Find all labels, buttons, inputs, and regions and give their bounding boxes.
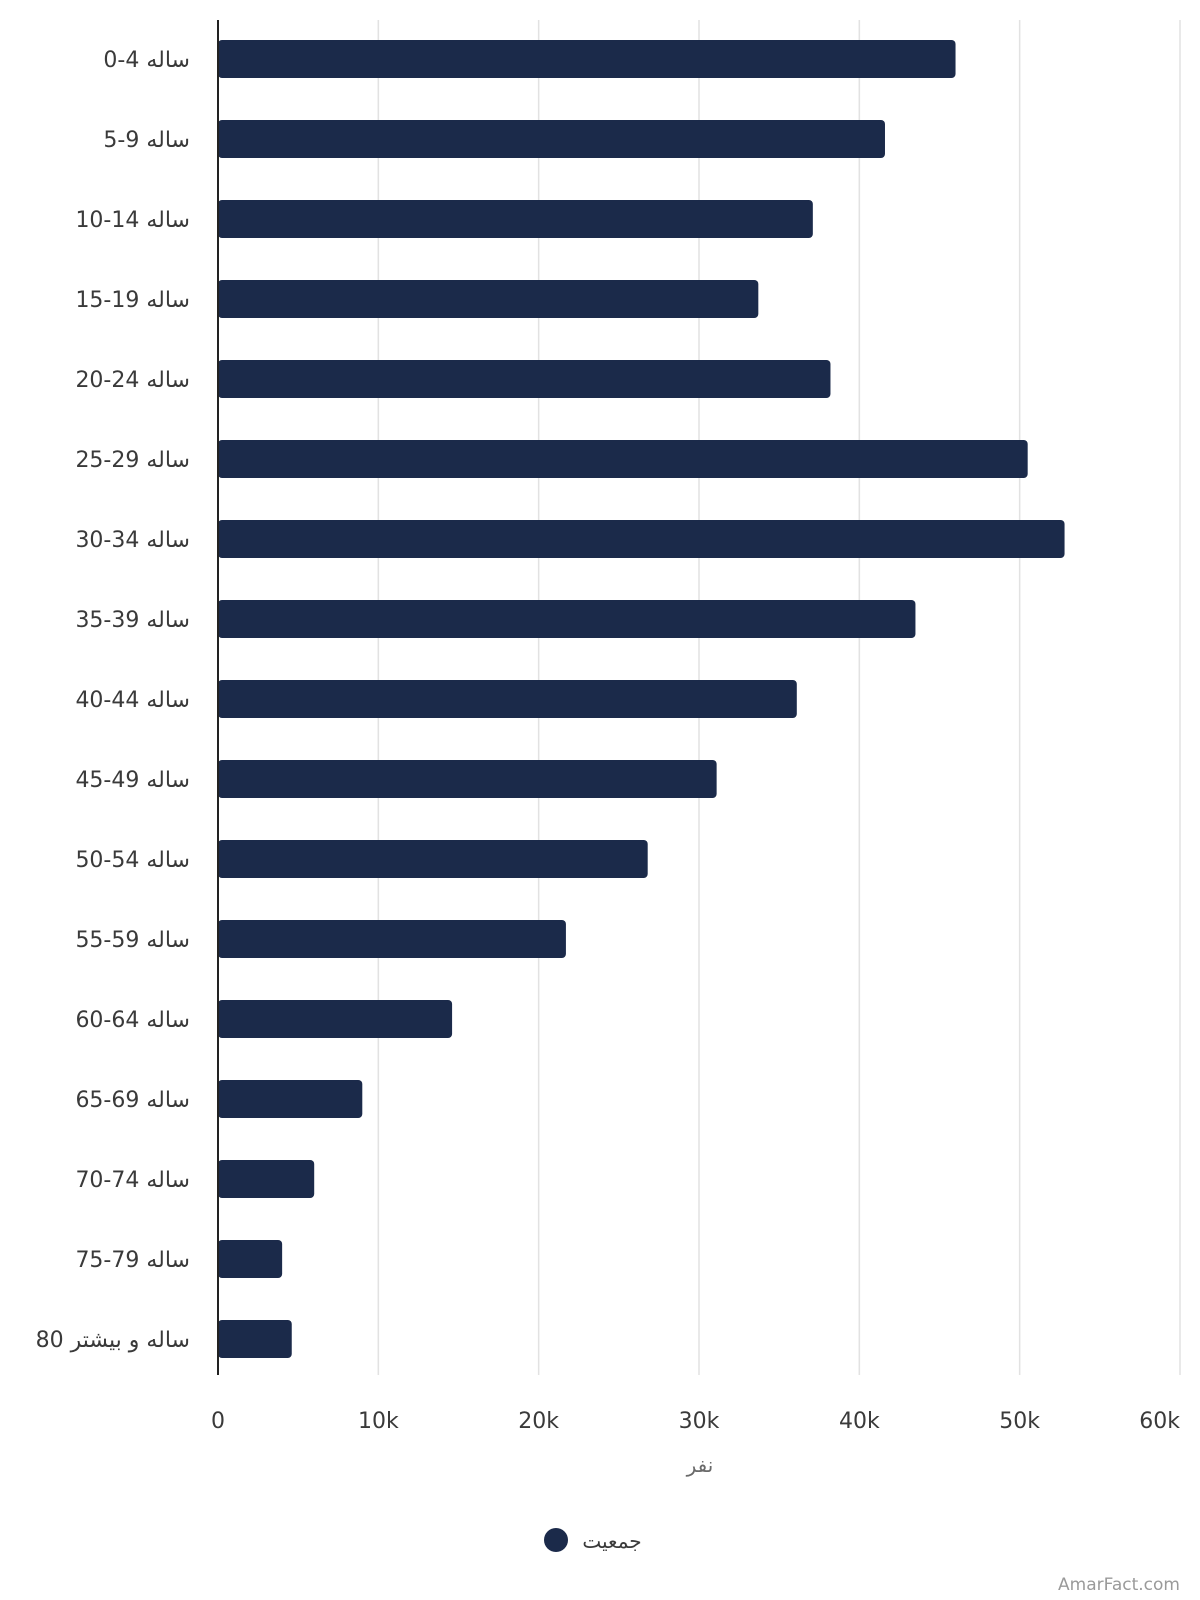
category-label: 65-69 ساله <box>75 1088 190 1113</box>
category-label: 30-34 ساله <box>75 528 190 553</box>
x-axis-title: نفر <box>686 1453 714 1477</box>
category-label: 20-24 ساله <box>75 368 190 393</box>
x-tick-label: 20k <box>518 1409 559 1434</box>
bar[interactable] <box>218 1160 315 1198</box>
bar[interactable] <box>218 440 1028 478</box>
legend-label: جمعیت <box>582 1529 641 1553</box>
bar[interactable] <box>218 520 1065 558</box>
legend-marker <box>544 1528 568 1552</box>
bar[interactable] <box>218 360 831 398</box>
bar[interactable] <box>218 1240 283 1278</box>
category-label: 75-79 ساله <box>75 1248 190 1273</box>
category-label: 50-54 ساله <box>75 848 190 873</box>
category-label: 45-49 ساله <box>75 768 190 793</box>
bar[interactable] <box>218 1000 453 1038</box>
category-label: 15-19 ساله <box>75 288 190 313</box>
bar[interactable] <box>218 120 885 158</box>
bar[interactable] <box>218 280 759 318</box>
category-label: 25-29 ساله <box>75 448 190 473</box>
category-label: 55-59 ساله <box>75 928 190 953</box>
category-label: 40-44 ساله <box>75 688 190 713</box>
bar[interactable] <box>218 1320 292 1358</box>
category-labels: 0-4 ساله 5-9 ساله 10-14 ساله 15-19 ساله 20-2… <box>36 48 190 1353</box>
category-label: 10-14 ساله <box>75 208 190 233</box>
x-tick-label: 30k <box>679 1409 720 1434</box>
x-tick-label: 40k <box>839 1409 880 1434</box>
bar[interactable] <box>218 200 813 238</box>
bar[interactable] <box>218 920 566 958</box>
bar[interactable] <box>218 1080 363 1118</box>
x-tick-labels: 0 10k 20k 30k 40k 50k 60k <box>211 1409 1180 1434</box>
category-label: 0-4 ساله <box>103 48 190 73</box>
bar[interactable] <box>218 600 916 638</box>
watermark: AmarFact.com <box>1058 1575 1180 1595</box>
bar[interactable] <box>218 40 956 78</box>
x-tick-label: 0 <box>211 1409 225 1434</box>
bar[interactable] <box>218 680 797 718</box>
category-label: 5-9 ساله <box>103 128 190 153</box>
x-tick-label: 10k <box>358 1409 399 1434</box>
category-label: 70-74 ساله <box>75 1168 190 1193</box>
bars <box>218 40 1065 1358</box>
category-label: 80 ساله و بیشتر <box>36 1328 190 1353</box>
bar[interactable] <box>218 840 648 878</box>
legend[interactable]: جمعیت <box>544 1528 642 1553</box>
category-label: 35-39 ساله <box>75 608 190 633</box>
x-tick-label: 60k <box>1139 1409 1180 1434</box>
category-label: 60-64 ساله <box>75 1008 190 1033</box>
bar[interactable] <box>218 760 717 798</box>
x-tick-label: 50k <box>999 1409 1040 1434</box>
